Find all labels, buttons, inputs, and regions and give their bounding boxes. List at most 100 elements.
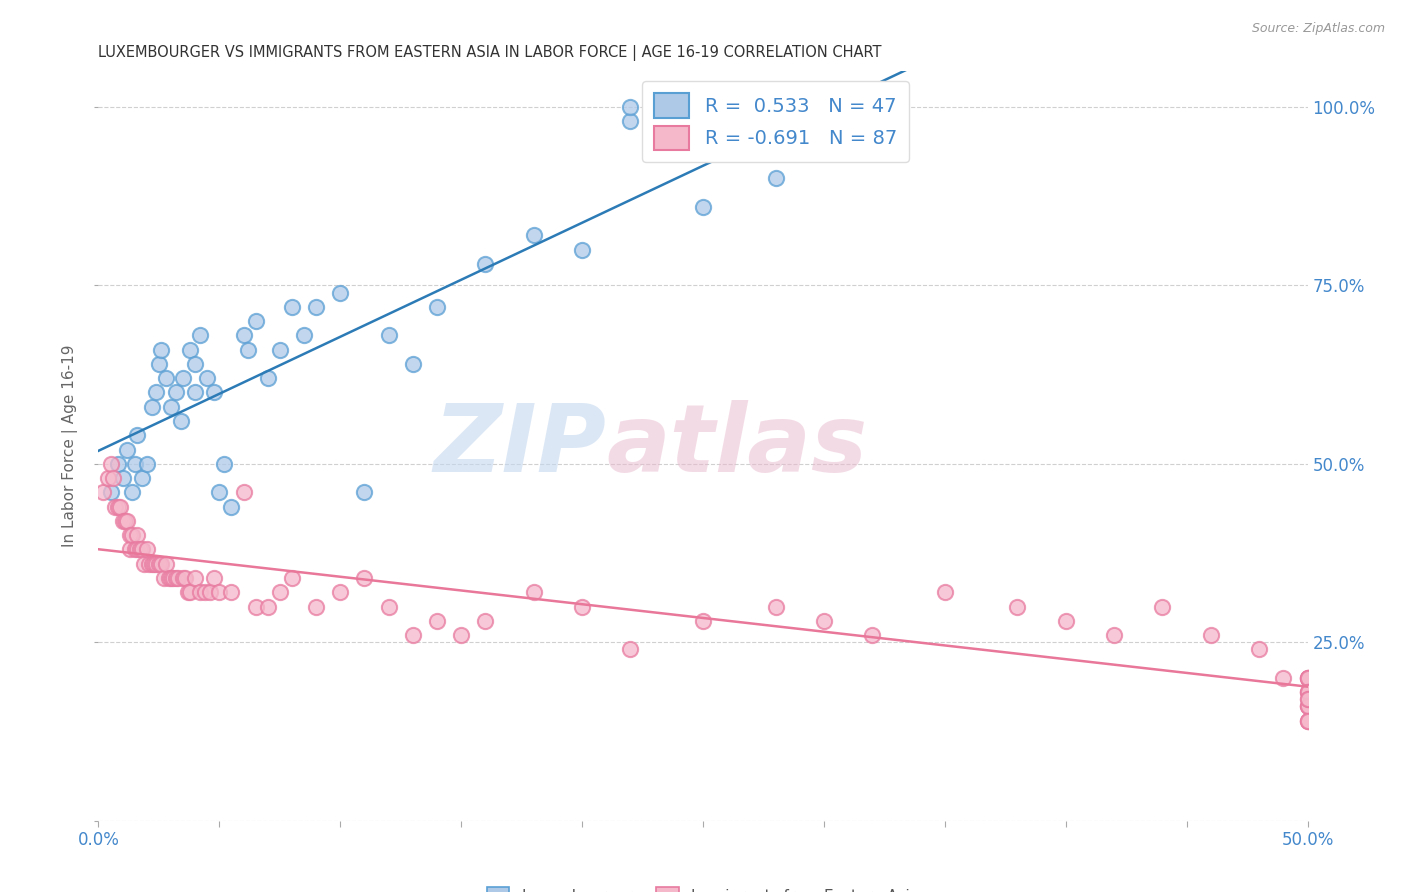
Point bbox=[1296, 685, 1319, 699]
Point bbox=[1296, 699, 1319, 714]
Point bbox=[256, 371, 278, 385]
Point bbox=[117, 442, 139, 457]
Point bbox=[329, 585, 352, 599]
Point bbox=[281, 300, 304, 314]
Point bbox=[150, 557, 173, 571]
Point bbox=[377, 599, 399, 614]
Point bbox=[174, 571, 197, 585]
Point bbox=[184, 385, 207, 400]
Point bbox=[353, 485, 375, 500]
Point bbox=[167, 571, 190, 585]
Point bbox=[155, 371, 177, 385]
Point bbox=[860, 628, 883, 642]
Point bbox=[619, 114, 641, 128]
Point bbox=[245, 314, 267, 328]
Point bbox=[121, 485, 143, 500]
Point bbox=[145, 385, 167, 400]
Point bbox=[204, 571, 226, 585]
Point bbox=[281, 571, 304, 585]
Point bbox=[208, 485, 231, 500]
Point bbox=[212, 457, 235, 471]
Point bbox=[100, 485, 122, 500]
Point bbox=[221, 585, 243, 599]
Point bbox=[118, 542, 141, 557]
Point bbox=[1272, 671, 1295, 685]
Point bbox=[232, 485, 254, 500]
Point bbox=[1102, 628, 1125, 642]
Point bbox=[1152, 599, 1174, 614]
Point bbox=[160, 571, 183, 585]
Point bbox=[353, 571, 375, 585]
Point bbox=[184, 571, 207, 585]
Point bbox=[1054, 614, 1077, 628]
Point bbox=[121, 528, 143, 542]
Point bbox=[124, 542, 146, 557]
Point bbox=[813, 614, 835, 628]
Point bbox=[523, 585, 546, 599]
Point bbox=[127, 528, 149, 542]
Point bbox=[100, 457, 122, 471]
Point bbox=[1296, 699, 1319, 714]
Point bbox=[934, 585, 956, 599]
Point bbox=[269, 585, 291, 599]
Point bbox=[269, 343, 291, 357]
Point bbox=[188, 328, 211, 343]
Point bbox=[194, 585, 217, 599]
Point bbox=[128, 542, 150, 557]
Point bbox=[474, 614, 496, 628]
Point bbox=[165, 571, 187, 585]
Point bbox=[165, 385, 187, 400]
Point bbox=[124, 457, 146, 471]
Point bbox=[1296, 692, 1319, 706]
Point bbox=[157, 571, 180, 585]
Point bbox=[1296, 685, 1319, 699]
Text: atlas: atlas bbox=[606, 400, 868, 492]
Point bbox=[1007, 599, 1029, 614]
Point bbox=[97, 471, 120, 485]
Point bbox=[160, 400, 183, 414]
Y-axis label: In Labor Force | Age 16-19: In Labor Force | Age 16-19 bbox=[62, 344, 79, 548]
Point bbox=[101, 471, 124, 485]
Point bbox=[1199, 628, 1222, 642]
Point bbox=[150, 343, 173, 357]
Point bbox=[195, 371, 218, 385]
Point bbox=[188, 585, 211, 599]
Point bbox=[523, 228, 546, 243]
Point bbox=[114, 514, 136, 528]
Point bbox=[172, 571, 194, 585]
Text: LUXEMBOURGER VS IMMIGRANTS FROM EASTERN ASIA IN LABOR FORCE | AGE 16-19 CORRELAT: LUXEMBOURGER VS IMMIGRANTS FROM EASTERN … bbox=[98, 45, 882, 62]
Point bbox=[107, 457, 129, 471]
Point bbox=[172, 371, 194, 385]
Point bbox=[1296, 699, 1319, 714]
Text: Source: ZipAtlas.com: Source: ZipAtlas.com bbox=[1251, 22, 1385, 36]
Point bbox=[117, 514, 139, 528]
Point bbox=[162, 571, 184, 585]
Point bbox=[145, 557, 167, 571]
Point bbox=[108, 500, 131, 514]
Text: ZIP: ZIP bbox=[433, 400, 606, 492]
Point bbox=[1249, 642, 1271, 657]
Point bbox=[208, 585, 231, 599]
Point bbox=[148, 357, 170, 371]
Point bbox=[450, 628, 472, 642]
Point bbox=[305, 300, 328, 314]
Point bbox=[141, 400, 163, 414]
Point bbox=[1296, 671, 1319, 685]
Point bbox=[152, 571, 174, 585]
Point bbox=[134, 557, 156, 571]
Point bbox=[91, 485, 114, 500]
Point bbox=[426, 300, 449, 314]
Point bbox=[131, 471, 153, 485]
Point bbox=[571, 243, 593, 257]
Point bbox=[329, 285, 352, 300]
Point bbox=[169, 414, 191, 428]
Point bbox=[111, 471, 134, 485]
Point bbox=[292, 328, 315, 343]
Point bbox=[104, 500, 127, 514]
Point bbox=[377, 328, 399, 343]
Point bbox=[135, 542, 157, 557]
Point bbox=[1296, 671, 1319, 685]
Point bbox=[765, 171, 787, 186]
Point bbox=[571, 599, 593, 614]
Point bbox=[135, 457, 157, 471]
